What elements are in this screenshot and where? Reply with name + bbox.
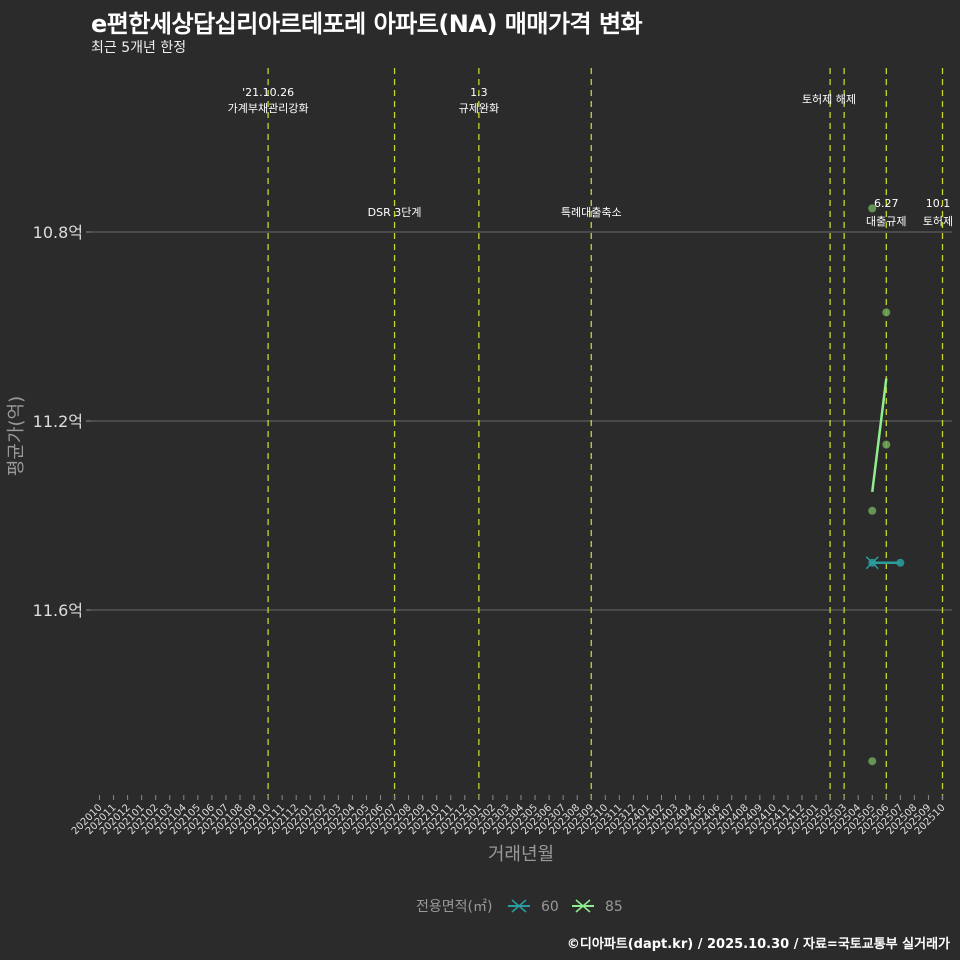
y-axis-title: 평균가(억): [6, 396, 27, 476]
annotation-date: 1.3: [470, 86, 488, 99]
chart-title: e편한세상답십리아르테포레 아파트(NA) 매매가격 변화: [91, 10, 643, 38]
chart-subtitle: 최근 5개년 한정: [91, 40, 187, 56]
data-point[interactable]: [882, 308, 891, 317]
legend-label-85: 85: [605, 899, 623, 915]
x-axis-title: 거래년월: [488, 844, 554, 865]
data-point[interactable]: [868, 757, 877, 766]
y-tick-label: 10.8억: [33, 223, 83, 242]
legend: 전용면적(㎡) 60 85: [416, 899, 623, 915]
y-tick-label: 11.2억: [33, 412, 83, 431]
gridlines: [91, 231, 952, 611]
legend-label-60: 60: [541, 899, 559, 915]
legend-title: 전용면적(㎡): [416, 899, 492, 915]
annotation-label: 가계부채관리강화: [228, 102, 309, 115]
data-point[interactable]: [868, 506, 877, 515]
event-lines: [267, 68, 944, 800]
y-tick-label: 11.6억: [33, 601, 83, 620]
footer-credit: ©디아파트(dapt.kr) / 2025.10.30 / 자료=국토교통부 실…: [566, 937, 950, 952]
annotation-label: 토허제: [923, 215, 953, 228]
annotation-date: '21.10.26: [242, 86, 294, 99]
data-series: [865, 204, 905, 766]
annotation-date: 6.27: [874, 197, 899, 210]
y-axis: 11.6억 11.2억 10.8억: [33, 223, 91, 620]
annotation-label: 특례대출축소: [561, 206, 622, 219]
data-point[interactable]: [896, 558, 905, 567]
annotation-label: 규제완화: [459, 102, 499, 115]
series-85: [868, 204, 891, 766]
legend-item-85[interactable]: 85: [572, 899, 623, 915]
legend-item-60[interactable]: 60: [508, 899, 559, 915]
annotation-label: 대출규제: [866, 215, 906, 228]
data-point[interactable]: [868, 204, 877, 213]
annotation-label: 토허제 해제: [802, 92, 856, 106]
data-point[interactable]: [882, 440, 891, 449]
x-axis: 2020102020112020122021012021022021032021…: [70, 795, 948, 837]
annotation-date: 10.1: [926, 197, 951, 210]
annotation-label: DSR 3단계: [368, 206, 422, 219]
series-60: [865, 556, 905, 570]
